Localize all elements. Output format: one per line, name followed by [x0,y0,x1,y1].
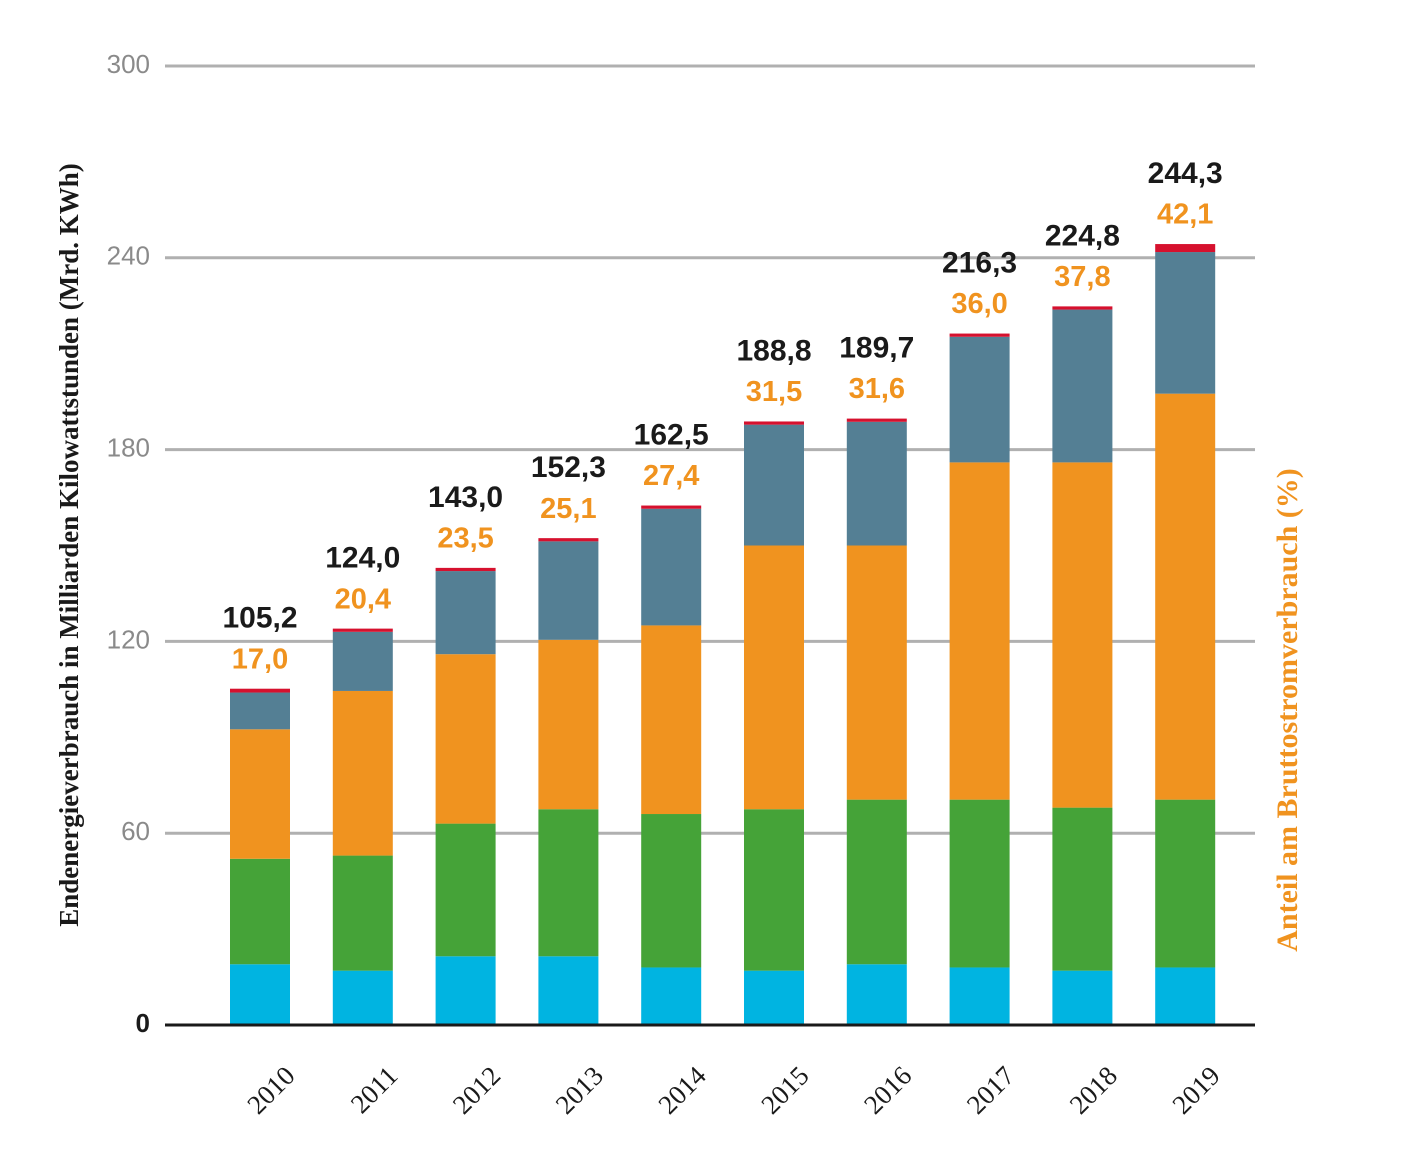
bar-segment [538,639,599,810]
bar-segment [846,545,907,800]
bar-segment [641,967,702,1025]
bar-segment [538,541,599,640]
x-tick-label: 2012 [447,1060,506,1119]
bar-segment [949,967,1010,1025]
share-label: 31,5 [746,376,802,408]
bar-segment [332,690,393,856]
bar-segment [230,688,290,693]
share-label: 23,5 [437,523,493,555]
bar-segment [744,421,804,425]
bar-segment [435,823,496,957]
bar-segment [744,809,804,971]
x-tick-label: 2014 [652,1060,712,1120]
x-tick-label: 2019 [1166,1060,1225,1119]
bar-segment [435,567,496,572]
x-tick-label: 2016 [858,1060,917,1119]
total-label: 189,7 [839,332,914,365]
share-label: 31,6 [849,373,905,405]
bar-segment [1155,252,1216,394]
y-tick-label: 0 [136,1008,150,1038]
total-label: 162,5 [634,418,709,451]
total-label: 224,8 [1045,219,1120,252]
total-label: 152,3 [531,451,606,484]
bar-segment [1052,309,1113,463]
bar-segment [230,692,290,730]
y-tick-label: 60 [121,816,150,846]
bar-segment [1155,393,1216,800]
total-label: 143,0 [428,481,503,514]
bar-segment [435,956,496,1025]
bar-segment [641,625,702,815]
y-axis-title: Endenergieverbrauch in Milliarden Kilowa… [54,163,84,927]
total-label: 105,2 [222,602,297,635]
bar-segment [846,421,907,546]
share-label: 42,1 [1157,199,1213,231]
bar-segment [332,631,393,691]
share-label: 20,4 [335,583,391,615]
share-label: 17,0 [232,643,288,675]
x-tick-label: 2010 [241,1060,300,1119]
bar-segment [949,462,1010,800]
bar-segment [1052,807,1113,971]
bar-segment [744,545,804,810]
total-label: 216,3 [942,246,1017,279]
y-tick-label: 240 [107,241,150,271]
bar-segment [641,505,702,509]
bar-segment [1155,799,1216,968]
bar-segment [332,628,393,632]
bar-segment [1155,967,1216,1025]
total-label: 188,8 [736,334,811,367]
x-tick-label: 2017 [961,1060,1020,1119]
bar-segment [538,538,599,542]
share-label: 37,8 [1054,261,1110,293]
bar-segment [230,729,290,859]
y-tick-label: 180 [107,432,150,462]
x-tick-label: 2018 [1064,1060,1123,1119]
share-label: 25,1 [540,493,596,525]
share-label: 27,4 [643,460,699,492]
x-tick-label: 2011 [345,1060,404,1119]
bar-segment [949,333,1010,337]
bar-segment [846,799,907,965]
bar-segment [230,964,290,1025]
bar-segment [1052,462,1113,808]
bar-segment [744,424,804,546]
bar-segment [538,809,599,957]
bar-segment [846,964,907,1025]
total-label: 124,0 [325,542,400,575]
bar-segment [641,814,702,968]
bar-segment [641,508,702,626]
bar-segment [846,418,907,422]
bar-segment [435,654,496,824]
share-label: 36,0 [951,288,1007,320]
total-label: 244,3 [1148,157,1223,190]
bar-segment [1052,306,1113,310]
bar-segment [1052,970,1113,1025]
bar-segment [538,956,599,1025]
bar-segment [230,858,290,965]
bar-segment [949,336,1010,463]
x-tick-label: 2015 [755,1060,814,1119]
bar-segment [332,970,393,1025]
bar-segment [435,571,496,655]
x-tick-label: 2013 [550,1060,609,1119]
bar-segment [744,970,804,1025]
bar-segment [332,855,393,971]
bar-segment [949,799,1010,968]
y2-axis-title: Anteil am Bruttostromverbrauch (%) [1271,468,1304,952]
bar-segment [1155,244,1216,253]
y-tick-label: 300 [107,49,150,79]
y-tick-label: 120 [107,624,150,654]
